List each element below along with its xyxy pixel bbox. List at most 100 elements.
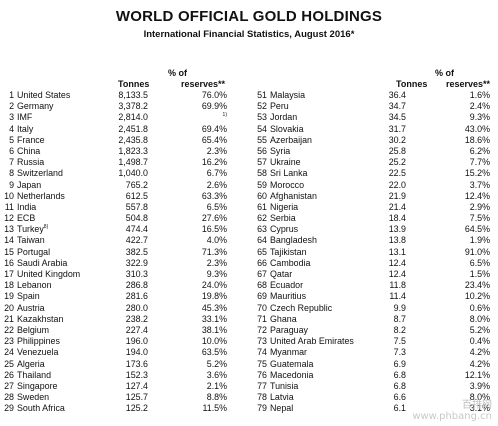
country-name-text: Jordan [270,112,298,123]
table-row: 23 Philippines 196.0 10.0% [0,336,240,347]
tonnes-value: 422.7 [125,235,148,246]
tonnes-value: 13.8 [388,235,406,246]
country-name-text: Nepal [270,403,294,414]
reserves-pct-value: 2.1% [206,380,227,391]
rank: 55 [257,134,267,145]
country-name-text: Ecuador [270,280,304,291]
tonnes-value: 1,040.0 [118,168,148,179]
country-name: Peru [270,101,289,112]
rank: 28 [4,392,14,403]
reserves-pct-value: 27.6% [201,213,227,224]
table-row: 77 Tunisia 6.8 3.9% [253,381,498,392]
table-row: 57 Ukraine 25.2 7.7% [253,157,498,168]
country-name-text: Morocco [270,179,305,190]
country-name-text: Thailand [17,369,52,380]
table-row: 61 Nigeria 21.4 2.9% [253,202,498,213]
reserves-pct-value: 18.6% [464,134,490,145]
reserves-pct-value: 2.4% [469,101,490,112]
country-name: Austria [17,303,45,314]
tonnes-value: 194.0 [125,347,148,358]
reserves-pct-value: 9.3% [469,112,490,123]
reserves-pct-value: 11.5% [202,403,227,414]
table-row: 17 United Kingdom 310.3 9.3% [0,269,240,280]
rank: 51 [257,90,267,100]
rank: 9 [9,179,14,190]
country-name-text: United Arab Emirates [270,336,354,347]
reserves-pct-value: 24.0% [201,280,227,291]
reserves-pct-value: 43.0% [464,123,490,134]
country-name: Singapore [17,381,57,392]
tonnes-value: 8.2 [393,324,406,335]
country-name: Guatemala [270,359,313,370]
tonnes-value: 11.8 [389,280,406,291]
country-name-text: Germany [17,101,54,112]
rank: 22 [4,324,14,335]
rank: 59 [257,179,267,190]
reserves-pct-value: 6.5% [206,201,227,212]
rank: 3 [9,112,14,123]
reserves-pct-value: 6.2% [469,145,490,156]
country-name-text: Belgium [17,324,50,335]
tonnes-value: 152.3 [125,369,148,380]
rank: 58 [257,168,267,179]
country-name: Afghanistan [270,191,317,202]
rank: 69 [257,291,267,302]
rank: 57 [257,157,267,168]
table-row: 9 Japan 765.2 2.6% [0,180,240,191]
table-row: 64 Bangladesh 13.8 1.9% [253,235,498,246]
reserves-pct-value: 12.1% [464,369,490,380]
country-name: Turkey8) [17,224,48,235]
reserves-pct-value: 3.9% [469,380,490,391]
country-name: Tajikistan [270,247,307,258]
tonnes-value: 9.9 [393,302,406,313]
tonnes-value: 6.8 [393,380,406,391]
tonnes-value: 6.8 [393,369,406,380]
pct-header-right-line2: reserves** [445,79,490,89]
page-subtitle: International Financial Statistics, Augu… [143,29,355,40]
rank: 21 [4,313,14,324]
tonnes-value: 22.0 [388,179,406,190]
reserves-pct-value: 91.0% [464,246,490,257]
country-name-text: South Africa [17,403,65,414]
table-row: 78 Latvia 6.6 8.0% [253,392,498,403]
country-name: United Kingdom [17,269,80,280]
rank: 70 [257,302,267,313]
country-name: Belgium [17,325,49,336]
table-row: 79 Nepal 6.1 3.1% [253,403,498,414]
rank: 71 [257,313,267,324]
reserves-pct-value: 19.8% [201,291,227,302]
country-name-text: Austria [17,302,45,313]
rank: 18 [4,280,14,291]
reserves-pct-value: 63.3% [201,190,227,201]
rank: 6 [9,145,14,156]
tonnes-value: 310.3 [125,269,148,279]
country-name: Syria [270,146,290,157]
reserves-pct-value: 3.1% [469,403,490,414]
reserves-pct-value: 2.6% [206,179,227,190]
rank: 53 [257,112,267,123]
rank: 15 [4,246,14,257]
country-name: China [17,146,40,157]
country-name-text: Russia [17,157,45,168]
country-name-text: Peru [270,101,289,112]
watermark-cn: 百排网 [462,400,492,411]
country-name: Bangladesh [270,235,317,246]
tonnes-value: 11.4 [389,291,406,302]
table-row: 16 Saudi Arabia 322.9 2.3% [0,258,240,269]
tonnes-value: 31.7 [388,123,406,134]
tonnes-value: 36.4 [388,90,406,100]
country-name-text: Paraguay [270,324,308,335]
reserves-pct-value: 7.5% [469,213,490,224]
country-name-text: Myanmar [270,347,307,358]
reserves-pct-value: 1.6% [469,90,490,100]
table-row: 75 Guatemala 6.9 4.2% [253,359,498,370]
country-name-text: Taiwan [17,235,45,246]
country-name: Morocco [270,180,304,191]
table-row: 1 United States 8,133.5 76.0% [0,90,240,101]
reserves-pct-value: 15.2% [464,168,490,179]
tonnes-value: 3,378.2 [118,101,148,112]
tonnes-value: 25.8 [388,145,406,156]
country-name-text: Bangladesh [270,235,317,246]
rank: 79 [257,403,267,414]
country-name: Myanmar [270,347,307,358]
